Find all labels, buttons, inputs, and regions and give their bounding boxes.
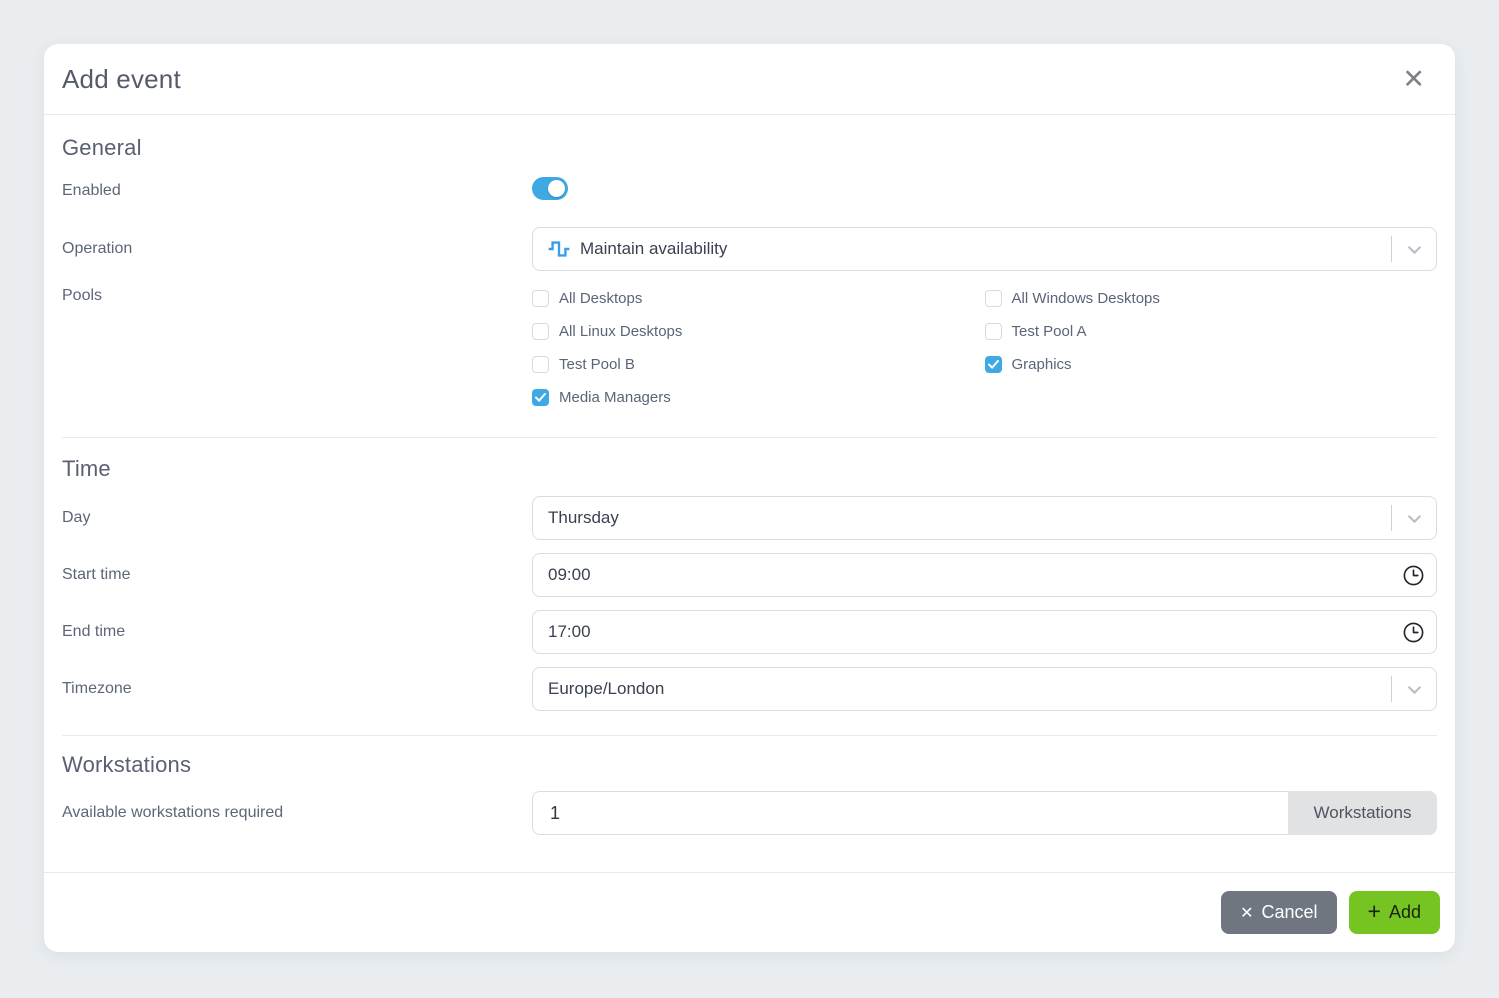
field-row-enabled: Enabled (62, 177, 1437, 205)
section-heading-workstations: Workstations (62, 752, 192, 777)
field-row-workstations-required: Available workstations required Workstat… (62, 791, 1437, 835)
chevron-down-icon[interactable] (1392, 668, 1436, 710)
day-label: Day (62, 509, 91, 526)
pool-checkbox-all-desktops[interactable]: All Desktops (532, 288, 985, 308)
operation-select[interactable]: Maintain availability (532, 227, 1437, 271)
timezone-value: Europe/London (548, 679, 665, 698)
section-heading-time: Time (62, 456, 111, 481)
end-time-label: End time (62, 623, 126, 640)
select-divider (1391, 676, 1392, 702)
pool-label: All Linux Desktops (559, 322, 683, 340)
workstations-required-input[interactable] (532, 791, 1288, 835)
section-general: General Enabled Operation (62, 115, 1437, 438)
pool-label: Media Managers (559, 388, 671, 406)
plus-icon: + (1367, 898, 1381, 924)
modal-footer: ✕ Cancel + Add (44, 872, 1455, 952)
pools-label: Pools (62, 287, 103, 304)
clock-icon[interactable] (1402, 564, 1425, 587)
pools-grid: All Desktops All Windows Desktops All Li… (532, 287, 1437, 407)
field-row-timezone: Timezone Europe/London (62, 667, 1437, 711)
operation-value: Maintain availability (580, 239, 728, 258)
workstations-required-label: Available workstations required (62, 804, 284, 821)
checkbox-icon[interactable] (984, 355, 1002, 373)
field-row-end-time: End time (62, 610, 1437, 654)
toggle-knob (548, 180, 565, 197)
day-value: Thursday (548, 508, 619, 527)
section-workstations: Workstations Available workstations requ… (62, 736, 1437, 861)
chevron-down-icon[interactable] (1392, 228, 1436, 270)
cancel-button[interactable]: ✕ Cancel (1221, 891, 1337, 934)
workstations-input-group: Workstations (532, 791, 1437, 835)
section-heading-general: General (62, 135, 142, 160)
pool-label: Test Pool B (559, 355, 635, 373)
field-row-pools: Pools All Desktops All Windows Desktops (62, 287, 1437, 407)
modal-body: General Enabled Operation (44, 115, 1455, 872)
select-divider (1391, 236, 1392, 262)
section-time: Time Day Thursday Start time (62, 438, 1437, 736)
day-select[interactable]: Thursday (532, 496, 1437, 540)
enabled-toggle[interactable] (532, 177, 568, 200)
cancel-x-icon: ✕ (1240, 904, 1254, 922)
pool-checkbox-graphics[interactable]: Graphics (984, 354, 1438, 374)
select-divider (1391, 505, 1392, 531)
pool-label: Graphics (1011, 355, 1072, 373)
pool-label: Test Pool A (1011, 322, 1087, 340)
close-icon[interactable]: ✕ (1398, 62, 1429, 97)
chevron-down-icon[interactable] (1392, 497, 1436, 539)
operation-label: Operation (62, 240, 133, 257)
waveform-icon (548, 238, 570, 260)
clock-icon[interactable] (1402, 621, 1425, 644)
enabled-label: Enabled (62, 182, 121, 199)
timezone-select[interactable]: Europe/London (532, 667, 1437, 711)
checkbox-icon[interactable] (532, 289, 549, 307)
checkbox-icon[interactable] (984, 322, 1002, 340)
start-time-input[interactable] (533, 554, 1402, 596)
end-time-box (532, 610, 1437, 654)
modal-header: Add event ✕ (44, 44, 1455, 115)
add-button-label: Add (1388, 902, 1421, 922)
add-button[interactable]: + Add (1348, 891, 1440, 934)
add-event-modal: Add event ✕ General Enabled Operation (44, 44, 1455, 952)
cancel-button-label: Cancel (1261, 902, 1318, 922)
pool-checkbox-test-pool-b[interactable]: Test Pool B (532, 354, 985, 374)
checkbox-icon[interactable] (532, 388, 549, 406)
field-row-start-time: Start time (62, 553, 1437, 597)
start-time-box (532, 553, 1437, 597)
pool-checkbox-media-managers[interactable]: Media Managers (532, 387, 985, 407)
field-row-operation: Operation Maintain availability (62, 227, 1437, 271)
modal-title: Add event (62, 63, 181, 94)
timezone-label: Timezone (62, 680, 132, 697)
checkbox-icon[interactable] (984, 289, 1002, 307)
pool-label: All Windows Desktops (1011, 289, 1160, 307)
pool-label: All Desktops (559, 289, 643, 307)
pool-checkbox-all-windows-desktops[interactable]: All Windows Desktops (984, 288, 1438, 308)
field-row-day: Day Thursday (62, 496, 1437, 540)
end-time-input[interactable] (533, 611, 1402, 653)
pool-checkbox-all-linux-desktops[interactable]: All Linux Desktops (532, 321, 985, 341)
pool-checkbox-test-pool-a[interactable]: Test Pool A (984, 321, 1438, 341)
workstations-addon: Workstations (1288, 791, 1437, 835)
checkbox-icon[interactable] (532, 322, 549, 340)
start-time-label: Start time (62, 566, 131, 583)
checkbox-icon[interactable] (532, 355, 549, 373)
